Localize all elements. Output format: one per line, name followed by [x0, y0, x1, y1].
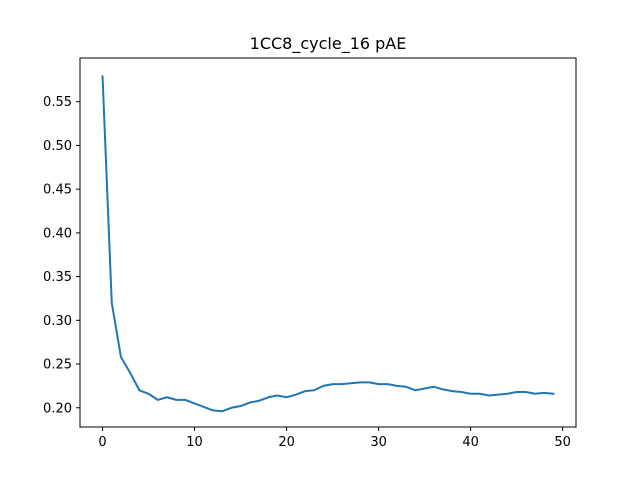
y-tick-label: 0.30 — [43, 314, 72, 329]
y-tick-label: 0.25 — [43, 358, 72, 373]
axis-ticks: 0 10 20 30 40 50 0.20 0.25 0.30 0.35 0.40 0.45 0.50 0… — [43, 95, 571, 450]
y-tick-label: 0.40 — [43, 226, 72, 241]
chart-title: 1CC8_cycle_16 pAE — [250, 34, 407, 54]
series-line — [101, 75, 555, 413]
y-tick-label: 0.20 — [43, 401, 72, 416]
x-tick-label: 40 — [462, 435, 479, 450]
x-tick-label: 30 — [370, 435, 387, 450]
x-tick-label: 20 — [278, 435, 295, 450]
y-tick-label: 0.45 — [43, 183, 72, 198]
plot-frame — [79, 57, 577, 428]
y-tick-label: 0.35 — [43, 270, 72, 285]
series-layer — [101, 75, 555, 413]
y-tick-label: 0.55 — [43, 95, 72, 110]
x-tick-label: 10 — [186, 435, 203, 450]
x-tick-label: 0 — [98, 435, 106, 450]
x-tick-label: 50 — [554, 435, 571, 450]
y-tick-label: 0.50 — [43, 139, 72, 154]
